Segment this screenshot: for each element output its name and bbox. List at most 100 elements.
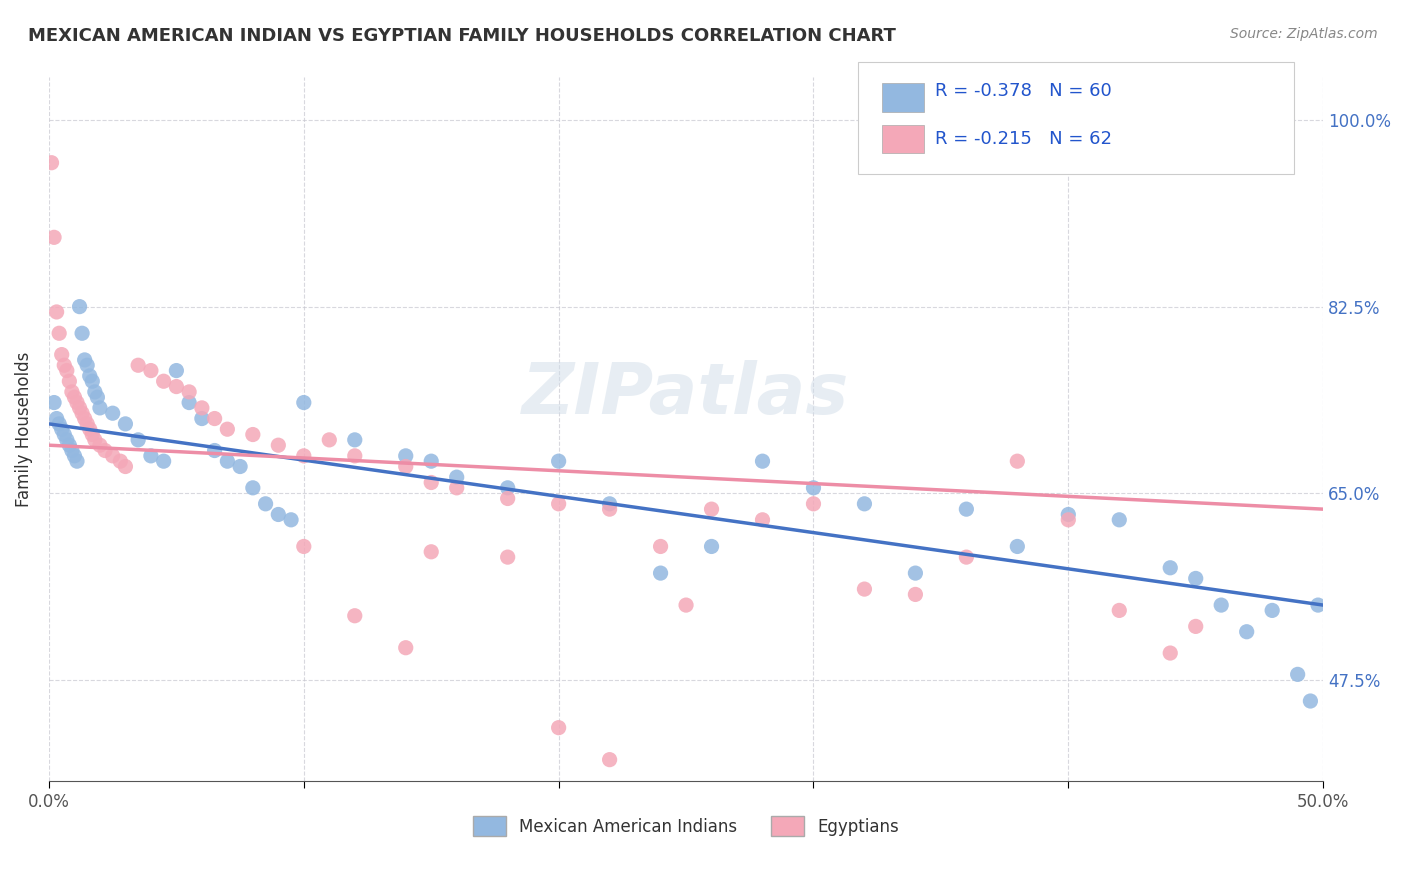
Point: [267, 508, 290, 522]
Point: [1108, 603, 1130, 617]
Point: [496, 550, 519, 565]
Point: [650, 540, 672, 554]
Point: [204, 443, 226, 458]
Point: [82, 374, 104, 388]
Point: [48, 417, 70, 431]
Point: [955, 502, 977, 516]
Point: [420, 475, 443, 490]
Point: [1057, 508, 1080, 522]
Point: [420, 545, 443, 559]
Point: [217, 454, 239, 468]
Point: [58, 438, 80, 452]
Point: [1159, 561, 1181, 575]
Point: [51, 348, 73, 362]
Point: [1184, 571, 1206, 585]
Point: [292, 395, 315, 409]
Point: [56, 433, 79, 447]
Legend: Mexican American Indians, Egyptians: Mexican American Indians, Egyptians: [467, 809, 905, 843]
Point: [127, 358, 149, 372]
Point: [1159, 646, 1181, 660]
Point: [904, 587, 927, 601]
Point: [179, 384, 201, 399]
Point: [853, 582, 876, 596]
Point: [41, 155, 63, 169]
Point: [254, 497, 277, 511]
Point: [1261, 603, 1284, 617]
Point: [165, 379, 187, 393]
Point: [58, 374, 80, 388]
Point: [79, 368, 101, 383]
Point: [853, 497, 876, 511]
Point: [60, 443, 83, 458]
Point: [700, 502, 723, 516]
Point: [73, 352, 96, 367]
Point: [650, 566, 672, 580]
Point: [110, 454, 132, 468]
Point: [547, 454, 569, 468]
Point: [204, 411, 226, 425]
Point: [114, 459, 136, 474]
Point: [446, 481, 468, 495]
Point: [69, 401, 91, 415]
Point: [79, 422, 101, 436]
Point: [101, 449, 124, 463]
Point: [179, 395, 201, 409]
Point: [292, 540, 315, 554]
Point: [343, 608, 366, 623]
Point: [114, 417, 136, 431]
Point: [242, 481, 264, 495]
Y-axis label: Family Households: Family Households: [15, 351, 32, 507]
Point: [395, 459, 418, 474]
Point: [1108, 513, 1130, 527]
Point: [45, 305, 67, 319]
Point: [45, 411, 67, 425]
Point: [1306, 598, 1329, 612]
Point: [343, 433, 366, 447]
Point: [48, 326, 70, 341]
Point: [496, 481, 519, 495]
Point: [127, 433, 149, 447]
Point: [66, 395, 89, 409]
Point: [803, 481, 825, 495]
Point: [1299, 694, 1322, 708]
Point: [675, 598, 697, 612]
Point: [1184, 619, 1206, 633]
Point: [191, 411, 214, 425]
Point: [42, 395, 65, 409]
Point: [89, 438, 111, 452]
Point: [89, 401, 111, 415]
Point: [1007, 540, 1029, 554]
Point: [496, 491, 519, 506]
Point: [700, 540, 723, 554]
Point: [139, 449, 162, 463]
Point: [139, 363, 162, 377]
Text: R = -0.215   N = 62: R = -0.215 N = 62: [935, 130, 1112, 148]
Point: [1211, 598, 1233, 612]
Point: [1057, 513, 1080, 527]
Point: [955, 550, 977, 565]
Point: [63, 390, 86, 404]
Text: MEXICAN AMERICAN INDIAN VS EGYPTIAN FAMILY HOUSEHOLDS CORRELATION CHART: MEXICAN AMERICAN INDIAN VS EGYPTIAN FAMI…: [28, 27, 896, 45]
Point: [292, 449, 315, 463]
Point: [217, 422, 239, 436]
Point: [76, 417, 98, 431]
Point: [83, 433, 105, 447]
Text: R = -0.378   N = 60: R = -0.378 N = 60: [935, 82, 1112, 100]
Point: [343, 449, 366, 463]
Point: [73, 411, 96, 425]
Point: [63, 449, 86, 463]
Point: [42, 230, 65, 244]
Text: Source: ZipAtlas.com: Source: ZipAtlas.com: [1230, 27, 1378, 41]
Point: [66, 454, 89, 468]
Point: [280, 513, 302, 527]
Point: [152, 374, 174, 388]
Point: [86, 390, 108, 404]
Point: [1007, 454, 1029, 468]
Point: [547, 721, 569, 735]
Point: [751, 513, 773, 527]
Point: [229, 459, 252, 474]
Point: [56, 363, 79, 377]
Point: [152, 454, 174, 468]
Point: [904, 566, 927, 580]
Point: [82, 427, 104, 442]
